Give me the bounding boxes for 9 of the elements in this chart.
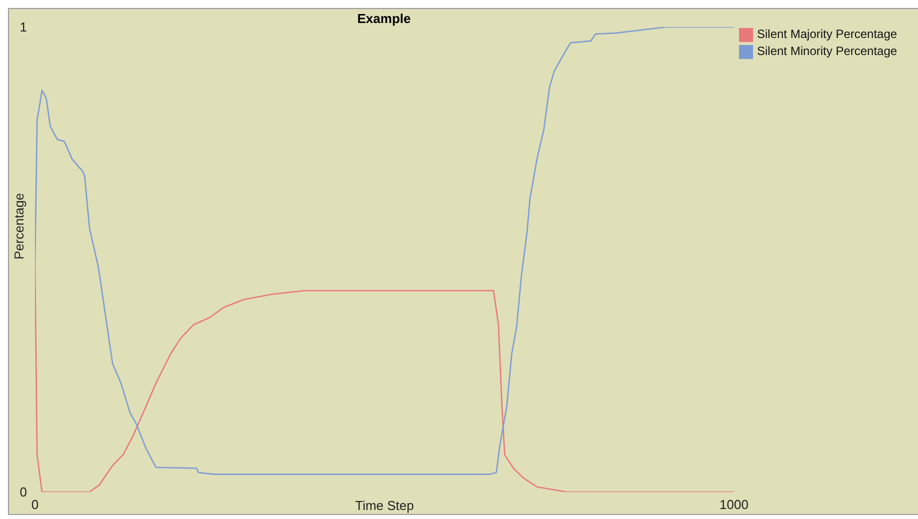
y-axis-title: Percentage [12,193,27,260]
y-tick-label: 1 [20,20,27,35]
chart-title: Example [356,11,412,26]
x-axis-title: Time Step [355,498,414,513]
x-tick-label: 1000 [720,497,748,512]
legend-label: Silent Minority Percentage [757,44,898,58]
line-series [35,264,734,492]
line-series [35,27,734,475]
legend-label: Silent Majority Percentage [757,27,898,41]
